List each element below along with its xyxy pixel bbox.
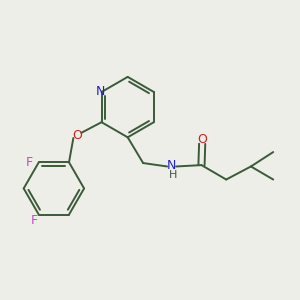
Text: N: N <box>96 85 105 98</box>
Text: F: F <box>31 214 38 227</box>
Text: F: F <box>26 156 33 169</box>
Text: N: N <box>167 159 176 172</box>
Text: O: O <box>72 129 82 142</box>
Text: H: H <box>169 170 177 180</box>
Text: O: O <box>197 133 207 146</box>
